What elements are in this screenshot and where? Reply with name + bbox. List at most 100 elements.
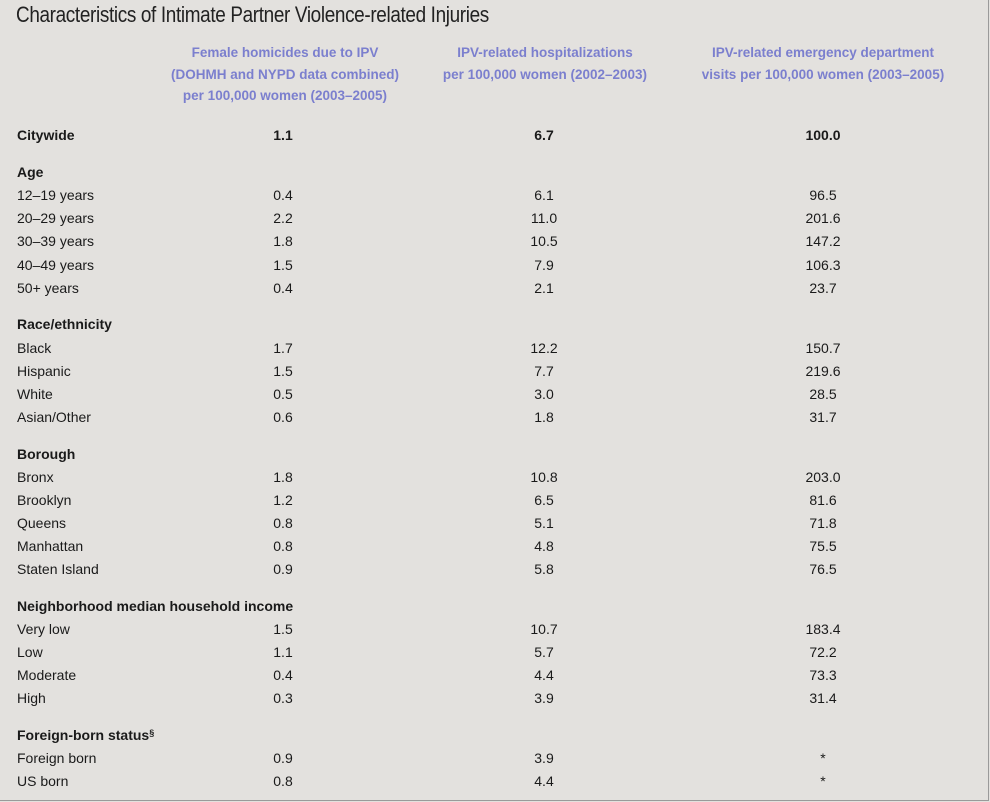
cell-ed-visits: 219.6 <box>805 363 841 379</box>
cell-hospitalizations: 3.9 <box>534 690 554 706</box>
column-header-ed-visits: IPV-related emergency department visits … <box>676 42 970 85</box>
cell-ed-visits: 106.3 <box>805 257 841 273</box>
cell-hospitalizations: 10.8 <box>530 469 558 485</box>
cell-ed-visits: 81.6 <box>809 492 837 508</box>
row-label: Moderate <box>17 667 77 683</box>
cell-hospitalizations: 7.9 <box>534 257 554 273</box>
cell-hospitalizations: 4.4 <box>534 667 554 683</box>
cell-homicides: 0.4 <box>273 187 293 203</box>
column-header-hospitalizations: IPV-related hospitalizations per 100,000… <box>420 42 670 85</box>
section-label: Borough <box>17 446 76 462</box>
cell-hospitalizations: 1.8 <box>534 409 554 425</box>
cell-ed-visits: 76.5 <box>809 561 837 577</box>
table-row: Low 1.1 5.7 72.2 <box>0 642 990 662</box>
cell-ed-visits: 147.2 <box>805 233 841 249</box>
row-label: 30–39 years <box>17 233 95 249</box>
table-row: US born 0.8 4.4 * <box>0 771 990 791</box>
table-title: Characteristics of Intimate Partner Viol… <box>16 2 489 27</box>
table-row: Very low 1.5 10.7 183.4 <box>0 619 990 639</box>
row-label: Foreign born <box>17 750 97 766</box>
cell-homicides: 1.1 <box>273 644 293 660</box>
column-header-line: IPV-related hospitalizations <box>457 45 633 60</box>
cell-ed-visits: 31.4 <box>809 690 837 706</box>
cell-ed-visits: 23.7 <box>809 280 837 296</box>
cell-homicides: 0.8 <box>273 773 293 789</box>
table-row: Staten Island 0.9 5.8 76.5 <box>0 559 990 579</box>
section-heading-age: Age <box>0 162 990 182</box>
cell-hospitalizations: 5.1 <box>534 515 554 531</box>
row-label: Very low <box>17 621 70 637</box>
section-label: Foreign-born status§ <box>17 725 154 745</box>
table-row: Queens 0.8 5.1 71.8 <box>0 513 990 533</box>
row-label: Queens <box>17 515 67 531</box>
cell-hospitalizations: 5.8 <box>534 561 554 577</box>
cell-ed-visits: 201.6 <box>805 210 841 226</box>
cell-homicides: 1.8 <box>273 469 293 485</box>
cell-hospitalizations: 6.7 <box>534 127 554 143</box>
table-row: Manhattan 0.8 4.8 75.5 <box>0 536 990 556</box>
cell-homicides: 1.8 <box>273 233 293 249</box>
table-row: 12–19 years 0.4 6.1 96.5 <box>0 185 990 205</box>
row-label: 20–29 years <box>17 210 95 226</box>
section-heading-borough: Borough <box>0 444 990 464</box>
cell-homicides: 0.4 <box>273 667 293 683</box>
cell-ed-visits: 150.7 <box>805 340 841 356</box>
cell-ed-visits: 31.7 <box>809 409 837 425</box>
cell-homicides: 1.1 <box>273 127 293 143</box>
section-label: Neighborhood median household income <box>17 598 294 614</box>
table-row: 40–49 years 1.5 7.9 106.3 <box>0 255 990 275</box>
cell-hospitalizations: 3.9 <box>534 750 554 766</box>
section-label: Age <box>17 164 44 180</box>
table-row: Black 1.7 12.2 150.7 <box>0 338 990 358</box>
cell-ed-visits: 100.0 <box>805 127 841 143</box>
row-label: US born <box>17 773 69 789</box>
cell-hospitalizations: 4.4 <box>534 773 554 789</box>
footnote-marker: § <box>149 728 155 738</box>
section-label: Race/ethnicity <box>17 316 112 332</box>
cell-homicides: 1.7 <box>273 340 293 356</box>
table-row: 50+ years 0.4 2.1 23.7 <box>0 278 990 298</box>
cell-hospitalizations: 11.0 <box>530 210 558 226</box>
row-label: 50+ years <box>17 280 79 296</box>
row-label: White <box>17 386 53 402</box>
table-row: Brooklyn 1.2 6.5 81.6 <box>0 490 990 510</box>
cell-homicides: 0.8 <box>273 515 293 531</box>
table-row: White 0.5 3.0 28.5 <box>0 384 990 404</box>
cell-ed-visits: 183.4 <box>805 621 841 637</box>
row-label: Bronx <box>17 469 54 485</box>
column-header-line: Female homicides due to IPV <box>191 45 379 60</box>
cell-homicides: 2.2 <box>273 210 293 226</box>
table-row: Moderate 0.4 4.4 73.3 <box>0 665 990 685</box>
row-label: Staten Island <box>17 561 99 577</box>
cell-homicides: 1.5 <box>273 257 293 273</box>
cell-ed-visits: 73.3 <box>809 667 837 683</box>
row-label: Low <box>17 644 43 660</box>
cell-hospitalizations: 10.7 <box>530 621 558 637</box>
column-header-line: visits per 100,000 women (2003–2005) <box>701 66 945 82</box>
cell-hospitalizations: 6.5 <box>534 492 554 508</box>
cell-homicides: 1.5 <box>273 363 293 379</box>
cell-homicides: 0.6 <box>273 409 293 425</box>
table-row: Asian/Other 0.6 1.8 31.7 <box>0 407 990 427</box>
cell-homicides: 1.2 <box>273 492 293 508</box>
cell-hospitalizations: 6.1 <box>534 187 554 203</box>
row-label: Hispanic <box>17 363 71 379</box>
table-row: High 0.3 3.9 31.4 <box>0 688 990 708</box>
cell-ed-visits: * <box>820 773 826 789</box>
cell-homicides: 0.4 <box>273 280 293 296</box>
column-header-line: per 100,000 women (2003–2005) <box>182 88 388 103</box>
cell-hospitalizations: 10.5 <box>530 233 558 249</box>
cell-hospitalizations: 5.7 <box>534 644 554 660</box>
table-row: 20–29 years 2.2 11.0 201.6 <box>0 208 990 228</box>
cell-hospitalizations: 3.0 <box>534 386 554 402</box>
cell-homicides: 0.9 <box>273 561 293 577</box>
column-header-line: per 100,000 women (2002–2003) <box>442 66 648 82</box>
cell-homicides: 0.8 <box>273 538 293 554</box>
section-heading-race-ethnicity: Race/ethnicity <box>0 314 990 334</box>
cell-hospitalizations: 12.2 <box>530 340 558 356</box>
row-label: Manhattan <box>17 538 84 554</box>
cell-homicides: 0.3 <box>273 690 293 706</box>
row-label: 12–19 years <box>17 187 95 203</box>
cell-ed-visits: 28.5 <box>809 386 837 402</box>
